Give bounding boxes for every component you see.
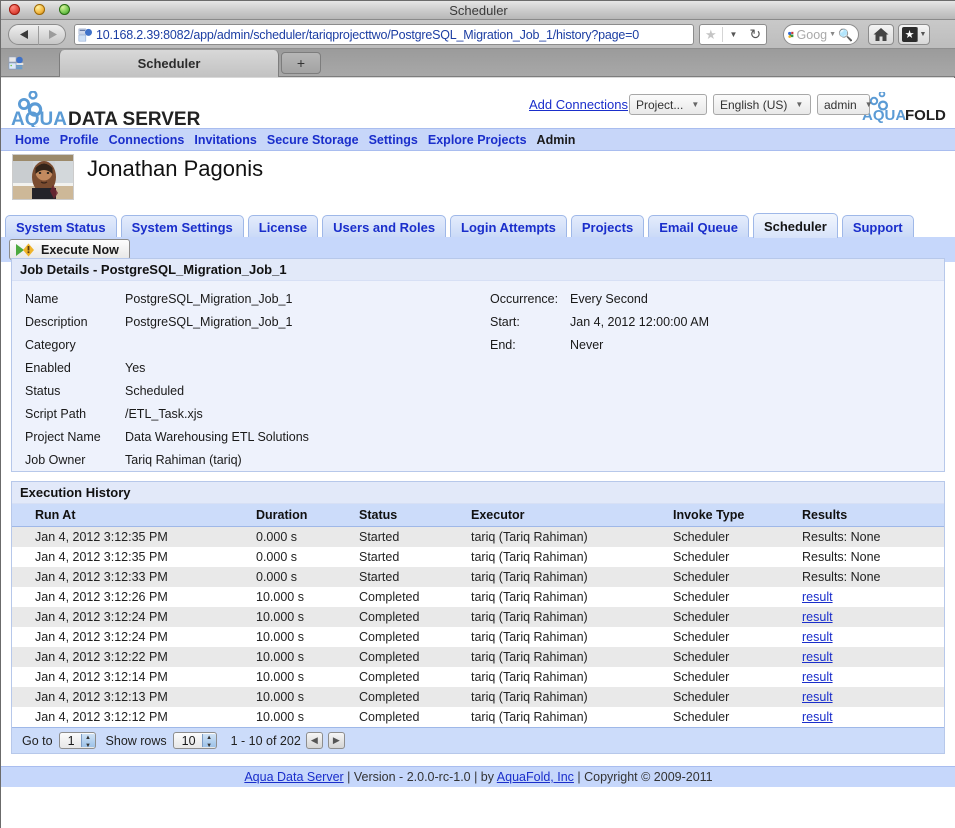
svg-text:AQUA: AQUA (11, 109, 67, 127)
svg-text:DATA SERVER: DATA SERVER (68, 109, 201, 127)
